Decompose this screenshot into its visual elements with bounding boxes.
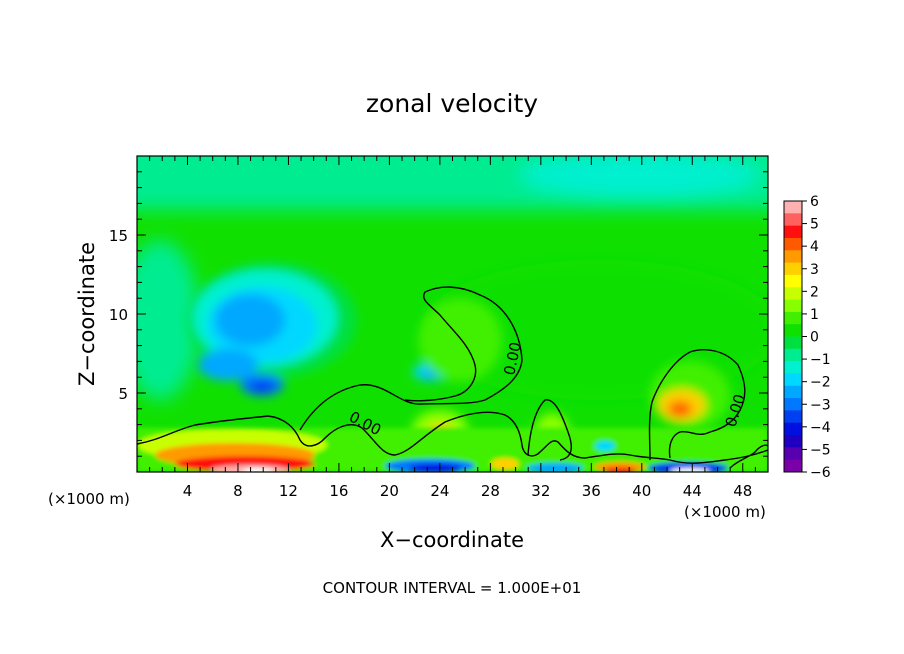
neg-core-darkest [250, 381, 274, 393]
surface-left-white [242, 468, 274, 472]
x-tick-label: 32 [531, 482, 550, 500]
chart-title: zonal velocity [366, 89, 538, 118]
left-edge-cyan [137, 240, 200, 400]
colorbar-tick-label: −5 [810, 442, 831, 458]
colorbar-swatch [784, 287, 802, 301]
colorbar-swatch [784, 373, 802, 387]
top-cyan-strip [520, 156, 760, 197]
colorbar-tick-label: 1 [810, 307, 819, 323]
colorbar-swatch [784, 398, 802, 411]
x-tick-label: 4 [183, 482, 193, 500]
x-tick-label: 20 [380, 482, 399, 500]
x-tick-label: 8 [233, 482, 243, 500]
x-unit-right: (×1000 m) [684, 503, 766, 521]
contour-boundary-layer [137, 411, 768, 464]
x-tick-label: 28 [481, 482, 500, 500]
colorbar-swatch [784, 435, 802, 448]
colorbar-swatch [784, 447, 802, 461]
colorbar-tick-label: 0 [810, 330, 819, 346]
colorbar-swatch [784, 385, 802, 399]
colorbar-swatch [784, 336, 802, 350]
colorbar-tick-label: 6 [810, 194, 819, 210]
contour-plume-center [299, 286, 523, 431]
colorbar-tick-label: 4 [810, 239, 819, 255]
y-tick-label: 5 [118, 385, 128, 403]
x-unit-left: (×1000 m) [48, 490, 130, 508]
colorbar-swatch [784, 274, 802, 288]
colorbar-tick-label: −1 [810, 352, 831, 368]
x-tick-label: 36 [582, 482, 601, 500]
colorbar-tick-label: 5 [810, 217, 819, 233]
x-tick-label: 48 [733, 482, 752, 500]
colorbar-tick-label: −2 [810, 375, 831, 391]
x-tick-label: 24 [430, 482, 449, 500]
contour-right-edge [729, 444, 768, 469]
pos-blob-right-orange [668, 401, 692, 417]
colorbar-swatch [784, 225, 802, 239]
y-tick-label: 15 [109, 227, 128, 245]
y-axis: 5 10 15 [109, 171, 768, 457]
colorbar-swatch [784, 324, 802, 337]
surface-red-38 [604, 467, 636, 472]
x-tick-label: 16 [329, 482, 348, 500]
colorbar-swatch [784, 311, 802, 325]
colorbar-swatch [784, 201, 802, 214]
colorbar-swatch [784, 361, 802, 374]
colorbar-tick-label: −4 [810, 420, 831, 436]
contour-plume-32 [527, 399, 572, 461]
velocity-field [137, 156, 768, 472]
x-axis: 4 8 12 16 20 24 28 32 36 40 44 48 [149, 156, 756, 500]
contour-blob-right [648, 349, 746, 461]
surface-blue-37 [595, 441, 615, 451]
surface-yellow-50 [491, 458, 519, 470]
y-axis-label: Z−coordinate [75, 242, 99, 386]
colorbar: 6 5 4 3 2 1 0 −1 −2 −3 −4 −5 −6 [783, 194, 831, 481]
x-tick-label: 40 [632, 482, 651, 500]
surface-white-44 [670, 468, 710, 472]
colorbar-swatch [784, 410, 802, 424]
neg-region-blue [215, 294, 285, 346]
pos-plume-center [418, 298, 502, 382]
colorbar-tick-label: 3 [810, 262, 819, 278]
surface-darkblue-24 [409, 464, 461, 472]
colorbar-swatch [784, 422, 802, 436]
colorbar-tick-label: −3 [810, 397, 831, 413]
x-axis-label: X−coordinate [380, 528, 524, 552]
y-tick-label: 10 [109, 306, 128, 324]
surface-blue-44 [648, 462, 728, 472]
contour-interval-note: CONTOUR INTERVAL = 1.000E+01 [323, 579, 582, 597]
colorbar-swatch [784, 459, 802, 473]
colorbar-swatch [784, 250, 802, 264]
x-tick-label: 12 [279, 482, 298, 500]
colorbar-swatch [784, 299, 802, 313]
colorbar-tick-label: −6 [810, 465, 831, 481]
zero-contour [137, 286, 768, 469]
colorbar-swatch [784, 348, 802, 362]
neg-core-lower [198, 349, 258, 381]
colorbar-swatch [784, 262, 802, 276]
colorbar-swatch [784, 213, 802, 227]
x-tick-label: 44 [683, 482, 702, 500]
colorbar-swatch [784, 237, 802, 251]
colorbar-tick-label: 2 [810, 284, 819, 300]
